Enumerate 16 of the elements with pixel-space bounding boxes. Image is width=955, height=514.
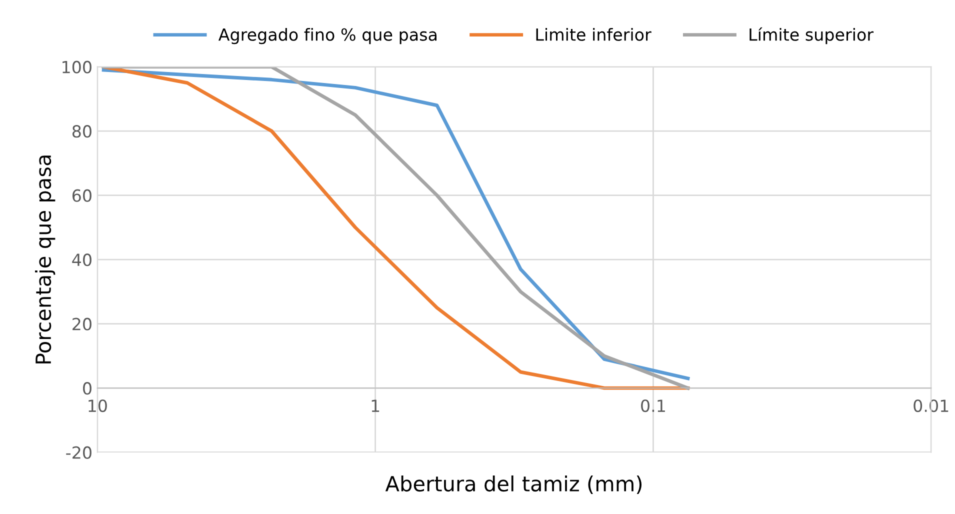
y-tick-label: 60 <box>72 189 92 202</box>
y-tick-label: 40 <box>72 254 92 266</box>
x-tick-label: 0.01 <box>914 399 948 412</box>
x-axis-title: Abertura del tamiz (mm) <box>385 475 642 494</box>
y-tick-label: 100 <box>62 60 92 74</box>
x-tick-label: 0.1 <box>641 399 665 412</box>
y-axis-title: Porcentaje que pasa <box>35 156 56 364</box>
y-tick-label: 80 <box>72 125 92 138</box>
y-tick-label: -20 <box>66 446 92 459</box>
x-tick-label: 1 <box>372 400 380 412</box>
legend-label: Limite inferior <box>536 28 652 41</box>
x-tick-label: 10 <box>88 399 107 412</box>
y-tick-label: 20 <box>72 318 92 330</box>
legend-label: Agregado fino % que pasa <box>218 28 436 44</box>
y-tick-label: 0 <box>83 382 92 395</box>
legend-label: Límite superior <box>750 27 874 44</box>
